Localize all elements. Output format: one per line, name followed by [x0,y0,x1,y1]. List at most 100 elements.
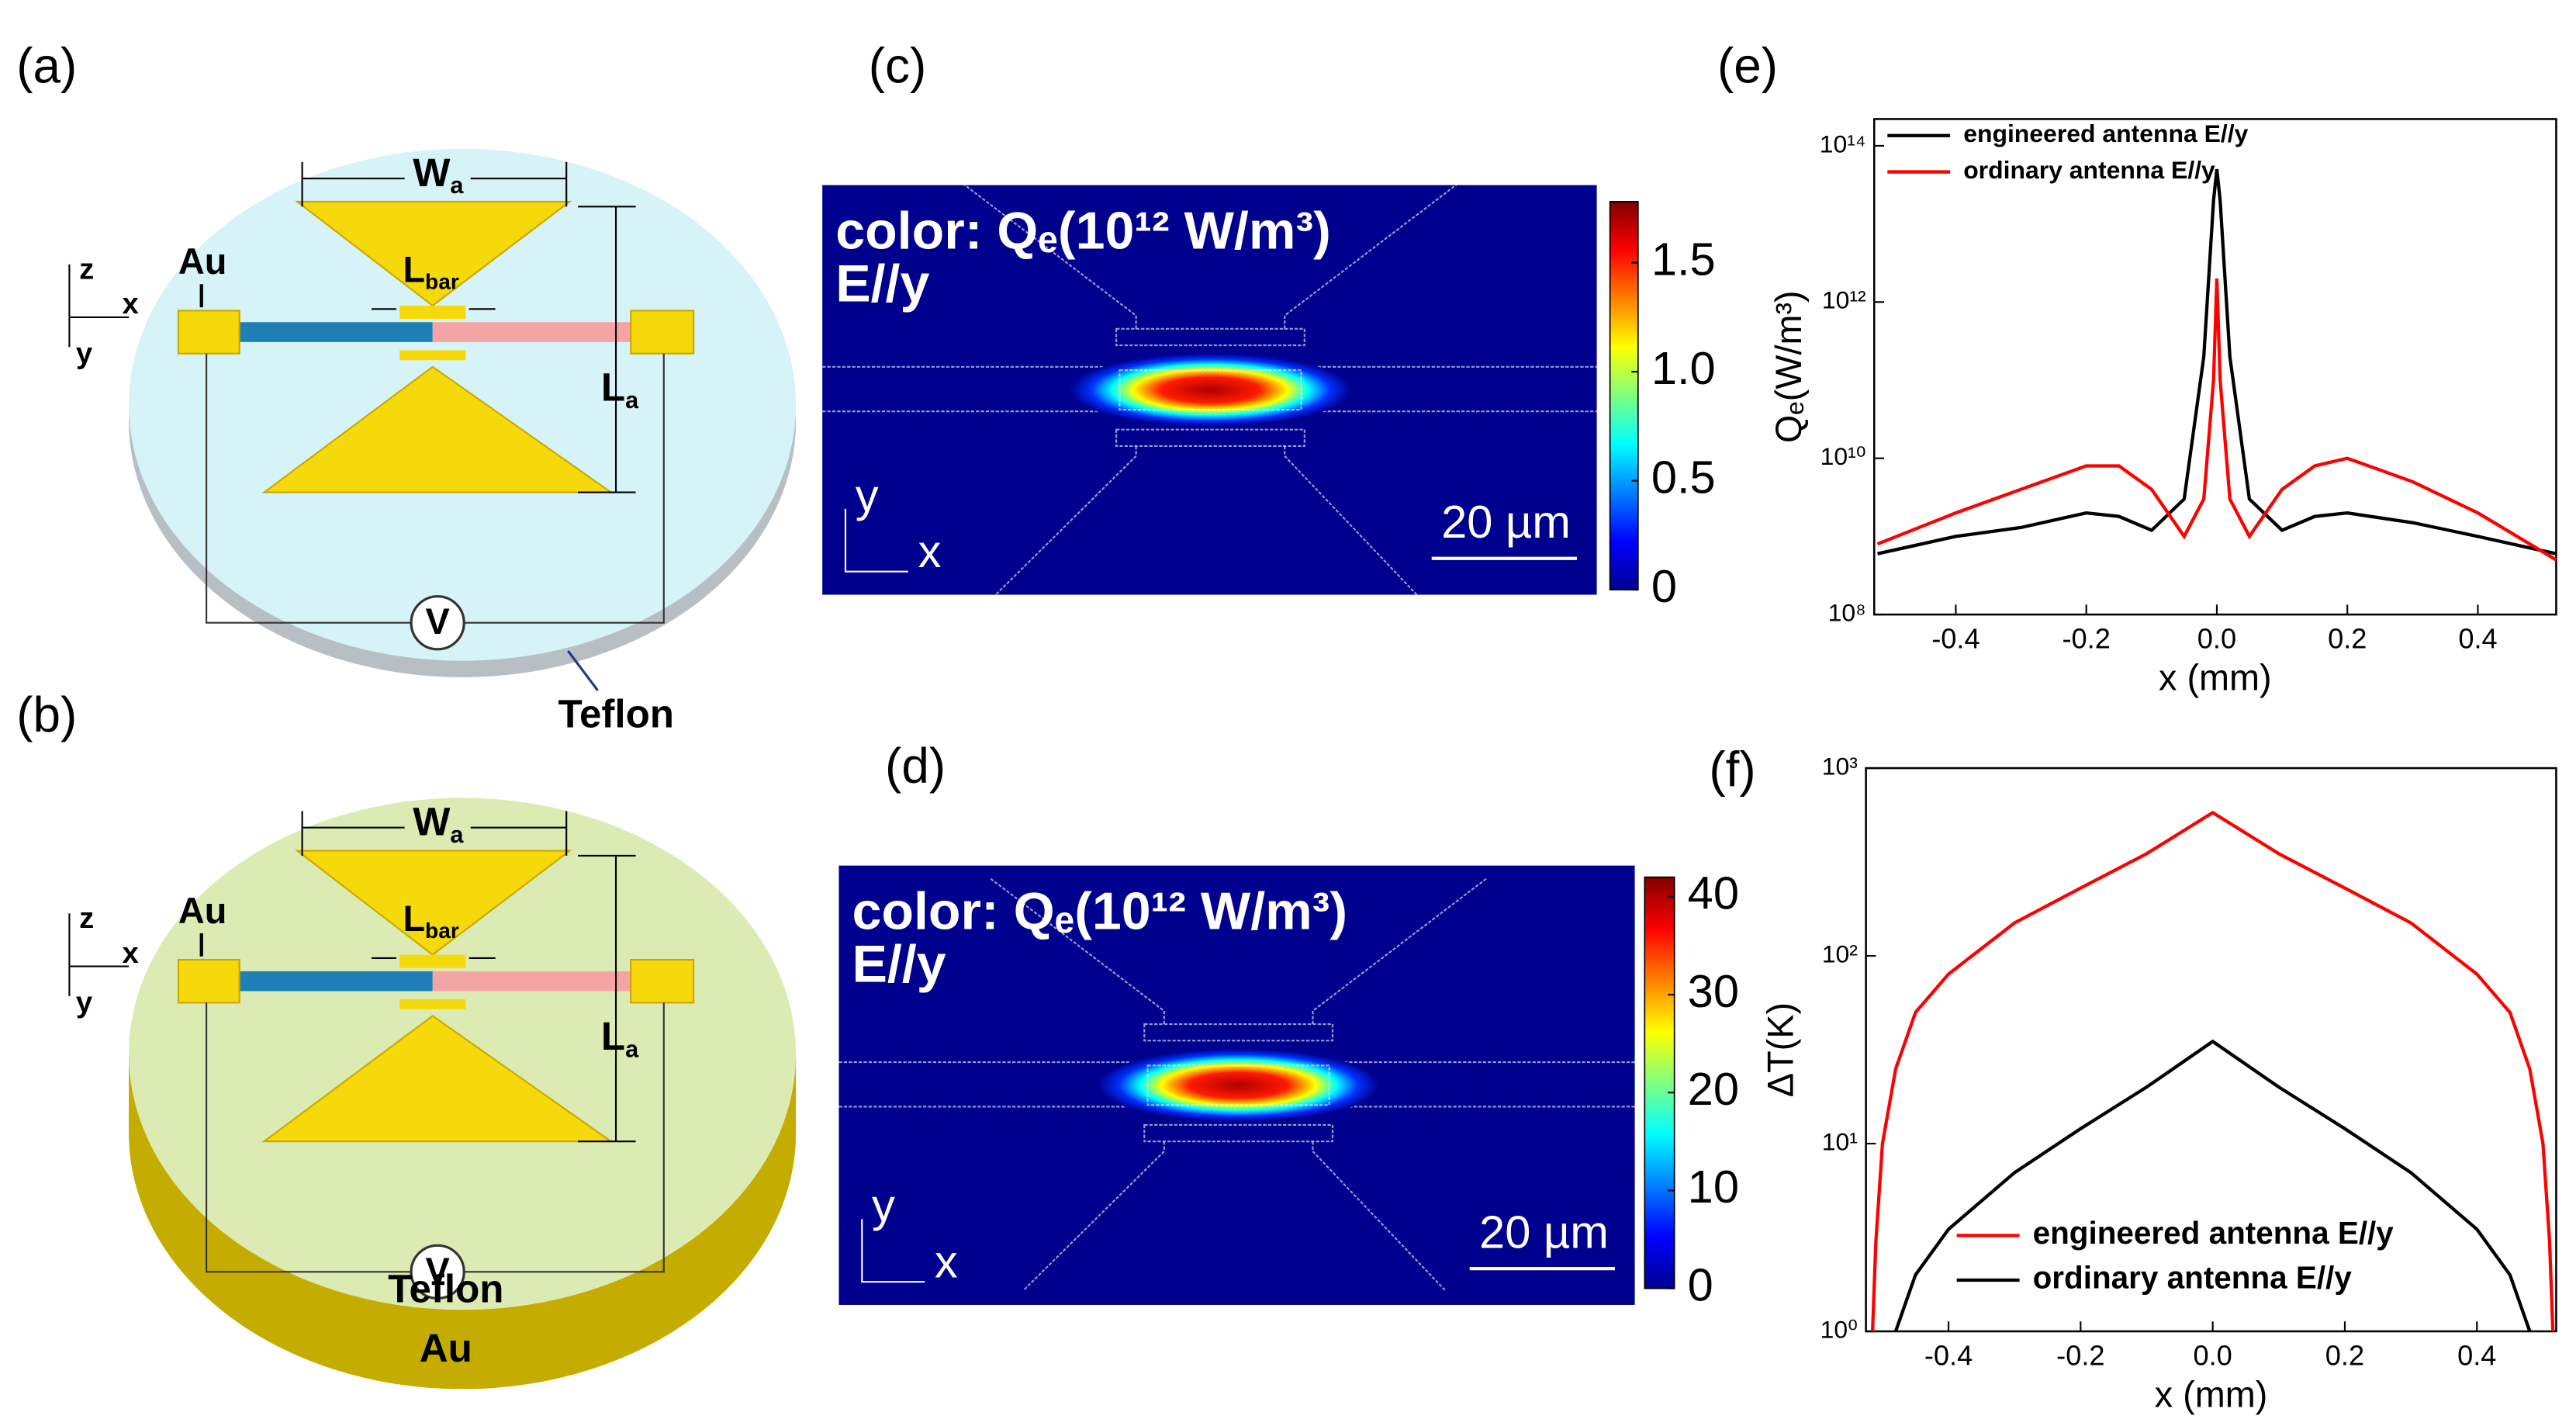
label: (d) [885,738,946,794]
label: z [79,902,94,935]
colorbar [1609,201,1639,591]
antenna-neck [399,305,466,320]
label: -0.2 [2056,1340,2104,1372]
antenna-outline [1115,327,1305,347]
antenna-outline [990,877,1165,1025]
wa-label-sub: a [450,172,464,199]
label: (e) [1717,37,1778,93]
label: color: Qₑ(10¹² W/m³) [852,882,1347,941]
antenna-bottom [261,1015,614,1143]
label: Au [178,891,226,931]
label: 10¹⁴ [1820,130,1866,157]
series-line [1877,168,2557,555]
la-label-main: L [601,365,625,409]
wire [206,1002,412,1273]
axis-glyph [861,1219,925,1283]
label: 10³ [1822,753,1858,780]
label: ΔT(K) [1761,1002,1801,1097]
label: V [426,1251,450,1291]
label: 20 µm [1479,1206,1609,1258]
antenna-neck [399,999,466,1009]
antenna-outline [994,445,1137,596]
label: 0 [1651,560,1677,612]
label: Qₑ(W/m³) [1769,290,1809,443]
antenna-outline [1284,182,1459,329]
antenna-outline [1284,445,1418,596]
antenna-outline [962,182,1137,329]
series-line [1870,810,2555,1332]
label: x [918,525,942,577]
label: 10⁸ [1828,599,1866,627]
label: E//y [852,935,946,994]
wire [464,1002,665,1273]
arrow [567,649,599,691]
label: 10 [1688,1161,1739,1213]
plot-frame [1865,767,2557,1333]
pad [630,958,695,1004]
lbar-label-main: L [403,250,425,290]
pad [630,310,695,355]
label: 0.4 [2458,623,2497,655]
label: 0.5 [1651,451,1716,503]
pad [177,958,240,1004]
la-label: La [601,1014,639,1063]
label: 20 µm [1441,496,1571,548]
label: y [76,337,93,370]
label: Au [178,241,226,282]
gap-box [1146,1064,1330,1106]
label: (a) [16,37,77,93]
label: Teflon [558,692,674,736]
label: (f) [1709,741,1755,797]
wa-label-main: W [413,799,451,843]
antenna-neck [399,954,466,968]
label: 10¹⁰ [1820,442,1866,470]
bar-blue [239,971,433,992]
la-label-main: L [601,1014,625,1058]
label: 20 [1688,1063,1739,1115]
label: -0.2 [2063,623,2111,655]
colorbar [1644,876,1675,1289]
label: color: Qₑ(10¹² W/m³) [835,201,1331,260]
antenna-bottom [261,365,614,493]
label: (b) [16,687,77,742]
gap-box [1119,369,1302,411]
voltmeter [410,1244,465,1300]
bar-blue [239,322,433,342]
antenna-outline [1143,1123,1334,1143]
bar-pink [432,322,631,342]
hotspot [1098,1048,1379,1122]
dim-bg [404,152,471,199]
wire [464,353,665,624]
label: 1.0 [1651,342,1716,394]
label: x (mm) [2159,658,2272,698]
wa-label-main: W [413,150,451,194]
dim-bg [404,801,471,848]
hotspot [1070,353,1351,427]
axis-glyph [844,508,908,573]
label: 10⁰ [1820,1315,1858,1343]
series-line [1876,279,2557,562]
label: 10¹ [1822,1127,1858,1155]
wa-label: Wa [413,150,464,199]
label: ordinary antenna E//y [1963,156,2215,184]
label: V [426,601,450,642]
label: -0.4 [1924,1340,1973,1372]
label: 30 [1688,965,1739,1017]
label: engineered antenna E//y [1963,119,2248,147]
label: Teflon [388,1266,503,1310]
label: 0.2 [2325,1340,2364,1372]
wa-label-sub: a [450,822,464,848]
la-label-sub: a [625,387,639,414]
label: 0 [1688,1258,1713,1310]
lbar-label-sub: bar [425,270,459,294]
label: ordinary antenna E//y [2033,1260,2353,1296]
lbar-label: Lbar [403,898,458,943]
label: z [79,252,94,286]
wire [206,353,412,624]
label: x [123,287,140,320]
label: (c) [869,37,926,93]
la-label-sub: a [625,1037,639,1063]
label: 0.2 [2328,623,2367,655]
lbar-label: Lbar [403,250,458,294]
